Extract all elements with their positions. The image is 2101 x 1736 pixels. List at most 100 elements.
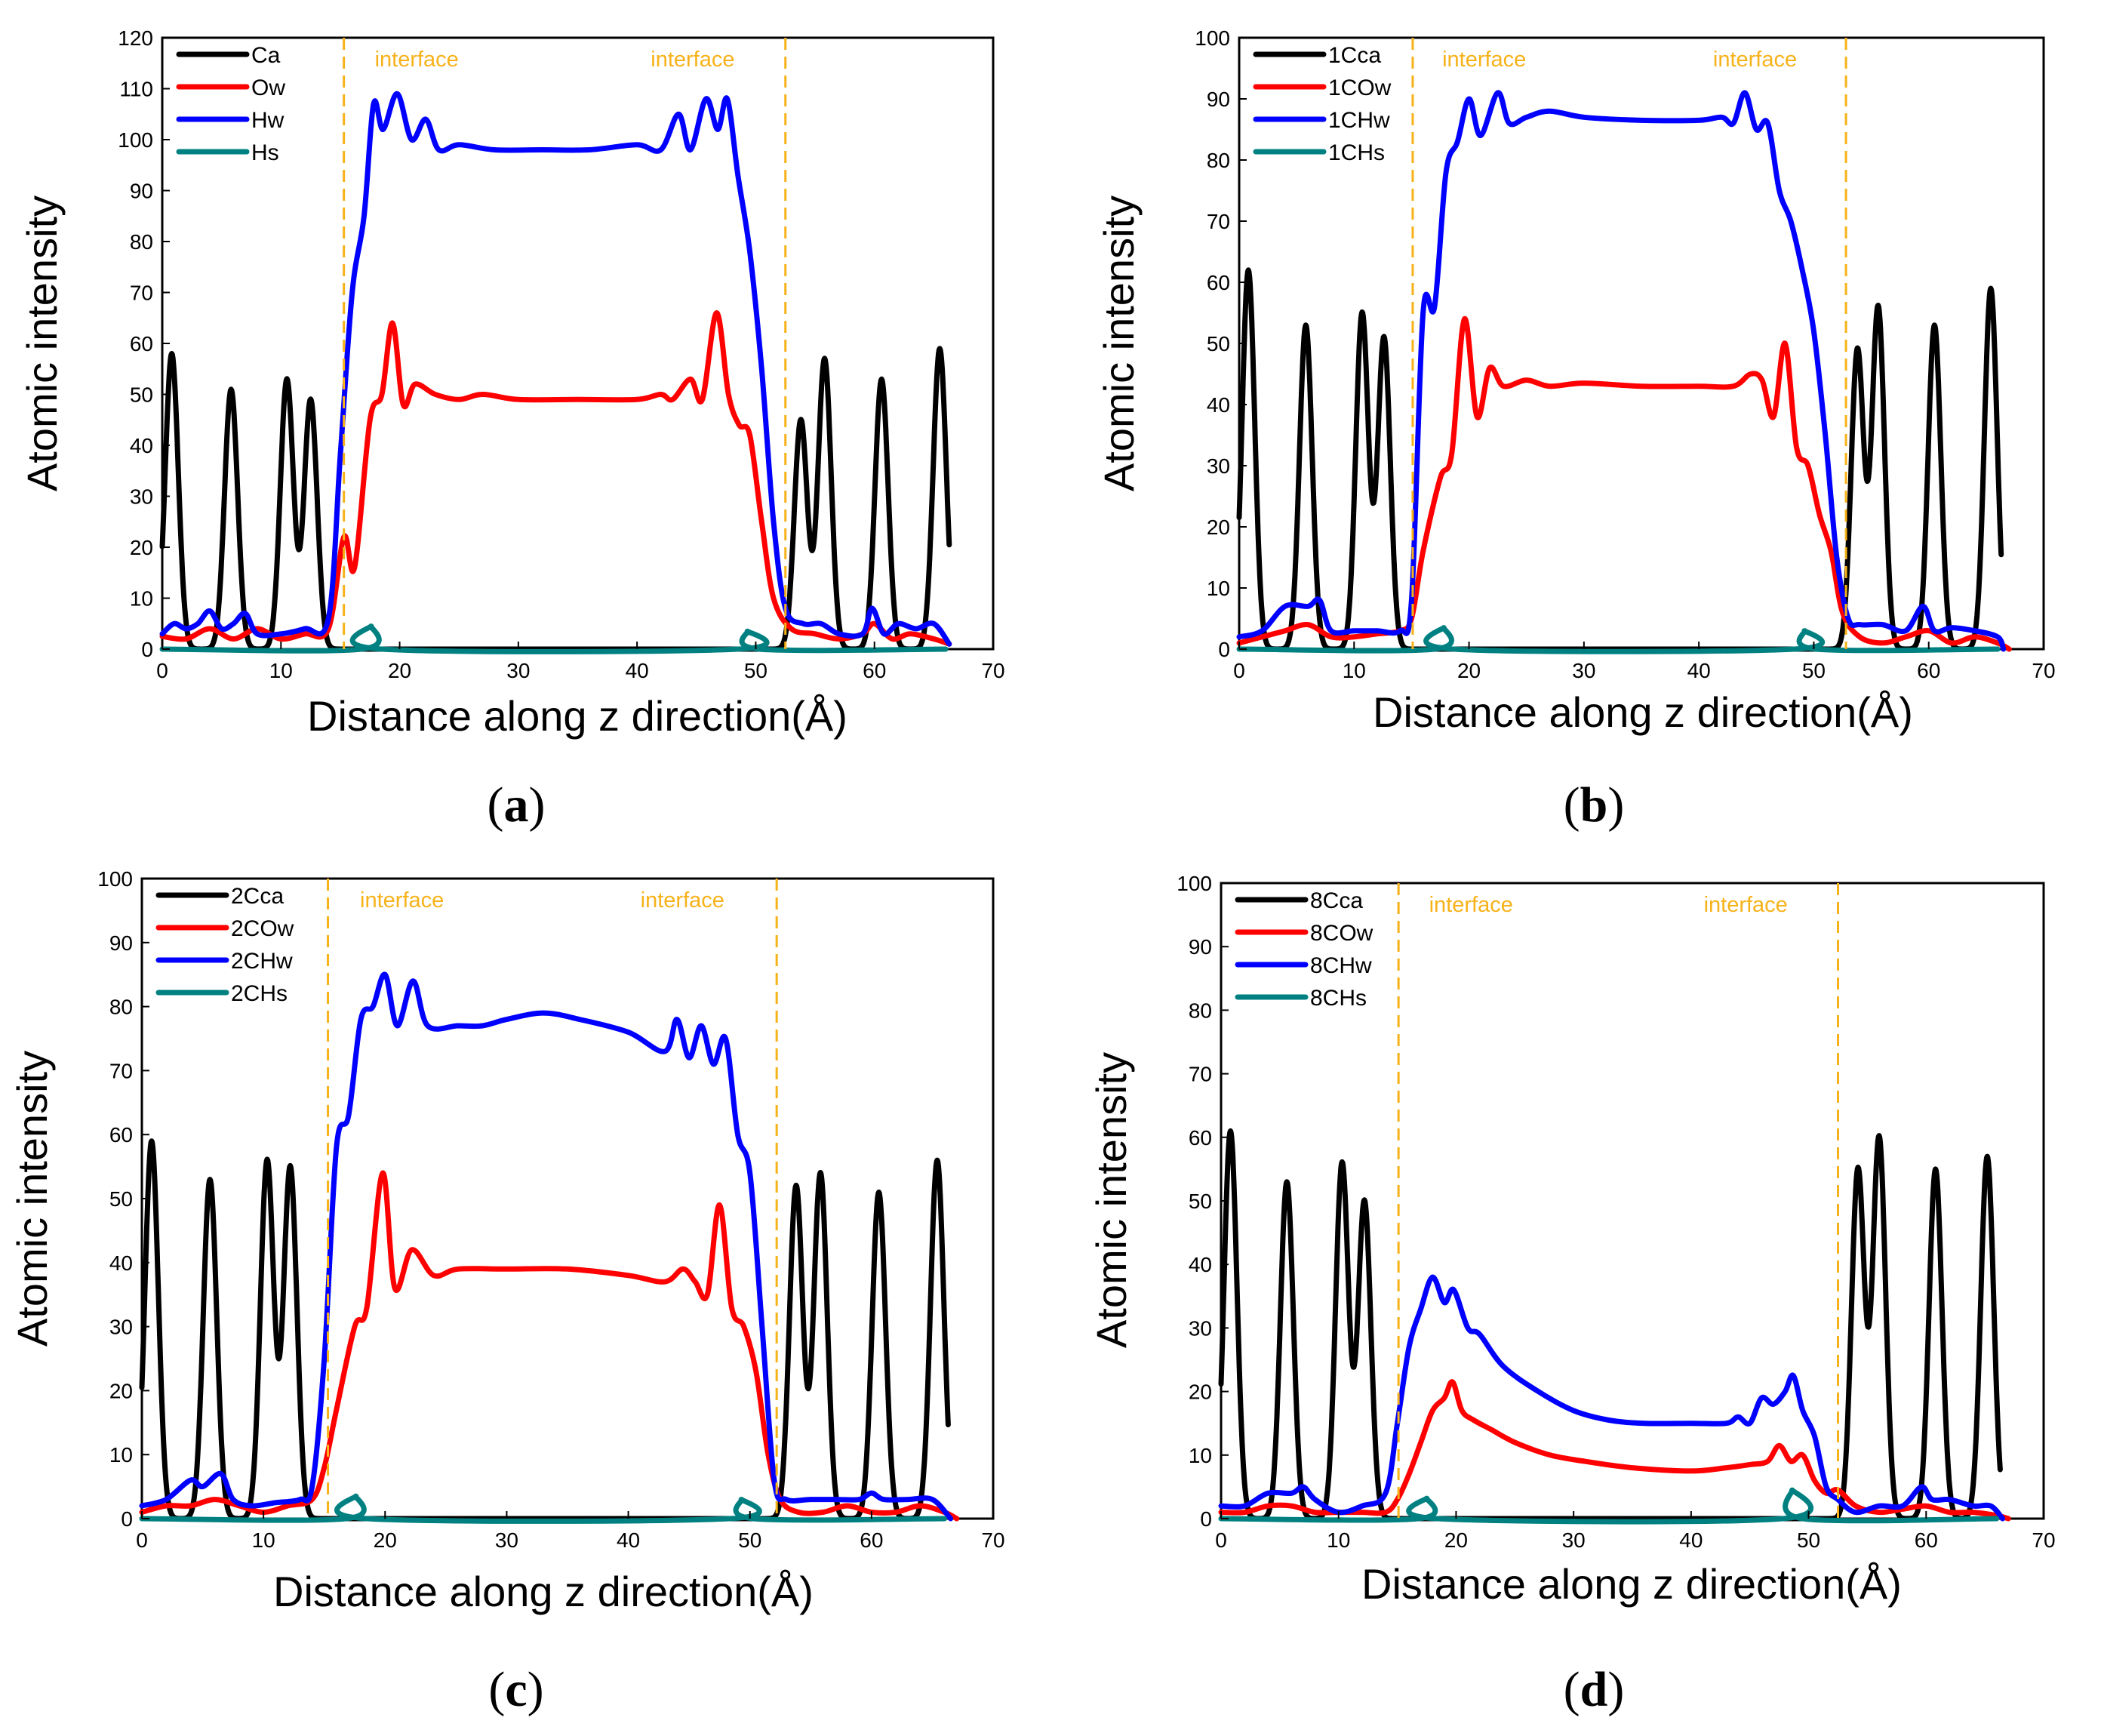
series-line-hs [1236, 625, 2001, 654]
chart-d-ticks: 0 10 20 30 40 50 60 70 0 10 20 30 40 50 60 70 80 90 100 [1177, 872, 2055, 1552]
panel-a: 0 10 20 30 40 50 60 70 0 10 20 30 40 50 60 70 80 90 100 110… [0, 0, 1050, 868]
y-tick-label: 80 [1189, 999, 1212, 1022]
series-line-hs [139, 1493, 947, 1524]
x-tick-label: 50 [738, 1528, 761, 1552]
y-tick-label: 10 [1207, 577, 1230, 600]
y-tick-label: 50 [1207, 332, 1230, 356]
legend-label-hw: 1CHw [1328, 108, 1390, 133]
chart-c-legend: 2Cca 2COw 2CHw 2CHs [155, 884, 294, 1006]
x-tick-label: 60 [860, 1528, 883, 1552]
chart-b-ticks: 0 10 20 30 40 50 60 70 0 10 20 30 40 50 60 70 80 90 100 [1195, 26, 2055, 682]
x-tick-label: 60 [863, 659, 886, 682]
x-axis-label: Distance along z direction(Å) [1373, 688, 1913, 736]
chart-a-legend: Ca Ow Hw Hs [176, 43, 285, 165]
y-tick-label: 80 [130, 230, 153, 254]
y-tick-label: 20 [109, 1379, 133, 1402]
x-tick-label: 20 [1457, 659, 1481, 682]
x-tick-label: 30 [495, 1528, 518, 1552]
y-tick-label: 40 [1207, 393, 1230, 417]
interface-label: interface [641, 888, 724, 913]
panel-b: 0 10 20 30 40 50 60 70 0 10 20 30 40 50 60 70 80 90 100 1C… [1050, 0, 2101, 868]
chart-d: 0 10 20 30 40 50 60 70 0 10 20 30 40 50 60 70 80 90 100 8C… [1087, 872, 2056, 1717]
x-tick-label: 50 [744, 659, 767, 682]
interface-label: interface [375, 48, 459, 72]
y-tick-label: 40 [109, 1251, 133, 1275]
y-tick-label: 50 [130, 383, 153, 407]
y-tick-label: 50 [1189, 1190, 1212, 1213]
interface-label: interface [360, 888, 444, 913]
x-tick-label: 40 [1687, 659, 1711, 682]
y-tick-label: 100 [97, 868, 133, 891]
y-tick-label: 0 [141, 638, 153, 661]
y-tick-label: 30 [1207, 454, 1230, 478]
interface-label: interface [651, 48, 734, 72]
y-tick-label: 70 [109, 1059, 133, 1082]
x-tick-label: 70 [2032, 659, 2055, 682]
x-tick-label: 0 [136, 1528, 148, 1552]
chart-b-marks [1236, 38, 2012, 654]
series-line-hs [159, 623, 949, 654]
x-tick-label: 20 [374, 1528, 397, 1552]
legend-label-ow: 1COw [1328, 75, 1392, 100]
chart-a-marks [159, 38, 952, 654]
y-tick-label: 80 [109, 996, 133, 1019]
legend-label-ca: 2Cca [231, 884, 284, 909]
x-tick-label: 10 [269, 659, 293, 682]
panel-label: (d) [1564, 1662, 1625, 1717]
y-tick-label: 10 [1189, 1444, 1212, 1467]
y-tick-label: 0 [1218, 638, 1230, 661]
y-tick-label: 20 [1207, 516, 1230, 539]
x-tick-label: 70 [981, 1528, 1004, 1552]
y-tick-label: 20 [1189, 1380, 1212, 1404]
chart-c: 0 10 20 30 40 50 60 70 0 10 20 30 40 50 60 70 80 90 100 2C… [8, 868, 1005, 1717]
y-tick-label: 60 [109, 1123, 133, 1147]
interface-label: interface [1442, 48, 1526, 72]
chart-d-marks [1218, 883, 2011, 1525]
legend-label-ow: 8COw [1310, 921, 1373, 946]
legend-label-ca: 8Cca [1310, 888, 1363, 913]
x-axis-label: Distance along z direction(Å) [307, 692, 847, 740]
series-line-hw [1236, 90, 2007, 652]
y-tick-label: 100 [1195, 26, 1230, 50]
series-line-hw [1218, 1274, 2005, 1522]
chart-a: 0 10 20 30 40 50 60 70 0 10 20 30 40 50 60 70 80 90 100 110… [18, 26, 1005, 833]
legend-label-hw: Hw [251, 108, 285, 133]
y-tick-label: 20 [130, 536, 153, 559]
x-tick-label: 30 [506, 659, 530, 682]
y-tick-label: 10 [130, 587, 153, 611]
legend-label-hs: 1CHs [1328, 140, 1385, 165]
y-tick-label: 60 [1189, 1126, 1212, 1150]
panel-label: (c) [488, 1662, 543, 1717]
x-tick-label: 60 [1915, 1528, 1938, 1552]
x-tick-label: 0 [156, 659, 168, 682]
legend-label-ca: Ca [251, 43, 281, 68]
x-tick-label: 10 [252, 1528, 275, 1552]
legend-label-hs: Hs [251, 140, 279, 165]
x-tick-label: 40 [626, 659, 649, 682]
y-tick-label: 30 [130, 485, 153, 509]
y-tick-label: 80 [1207, 149, 1230, 172]
chart-d-interface-labels: interface interface [1429, 893, 1788, 917]
series-line-ca [1218, 1128, 2003, 1522]
series-line-ow [1218, 1379, 2011, 1522]
legend-label-hs: 8CHs [1310, 986, 1367, 1011]
y-tick-label: 90 [1189, 935, 1212, 959]
y-tick-label: 50 [109, 1187, 133, 1211]
x-tick-label: 70 [981, 659, 1004, 682]
x-tick-label: 10 [1327, 1528, 1350, 1552]
chart-b-interface-labels: interface interface [1442, 48, 1797, 72]
series-line-ca [1236, 267, 2004, 652]
x-tick-label: 50 [1797, 1528, 1820, 1552]
y-tick-label: 110 [119, 78, 153, 101]
y-axis-label: Atomic intensity [1095, 195, 1143, 491]
x-axis-label: Distance along z direction(Å) [273, 1568, 814, 1615]
y-tick-label: 40 [1189, 1253, 1212, 1276]
plot-frame [161, 36, 995, 651]
y-tick-label: 30 [109, 1316, 133, 1339]
y-tick-label: 90 [1207, 88, 1230, 111]
x-axis-label: Distance along z direction(Å) [1361, 1560, 1902, 1608]
panel-letter: a [504, 777, 529, 833]
legend-label-hs: 2CHs [231, 981, 288, 1006]
x-tick-label: 40 [617, 1528, 640, 1552]
x-tick-label: 60 [1917, 659, 1940, 682]
